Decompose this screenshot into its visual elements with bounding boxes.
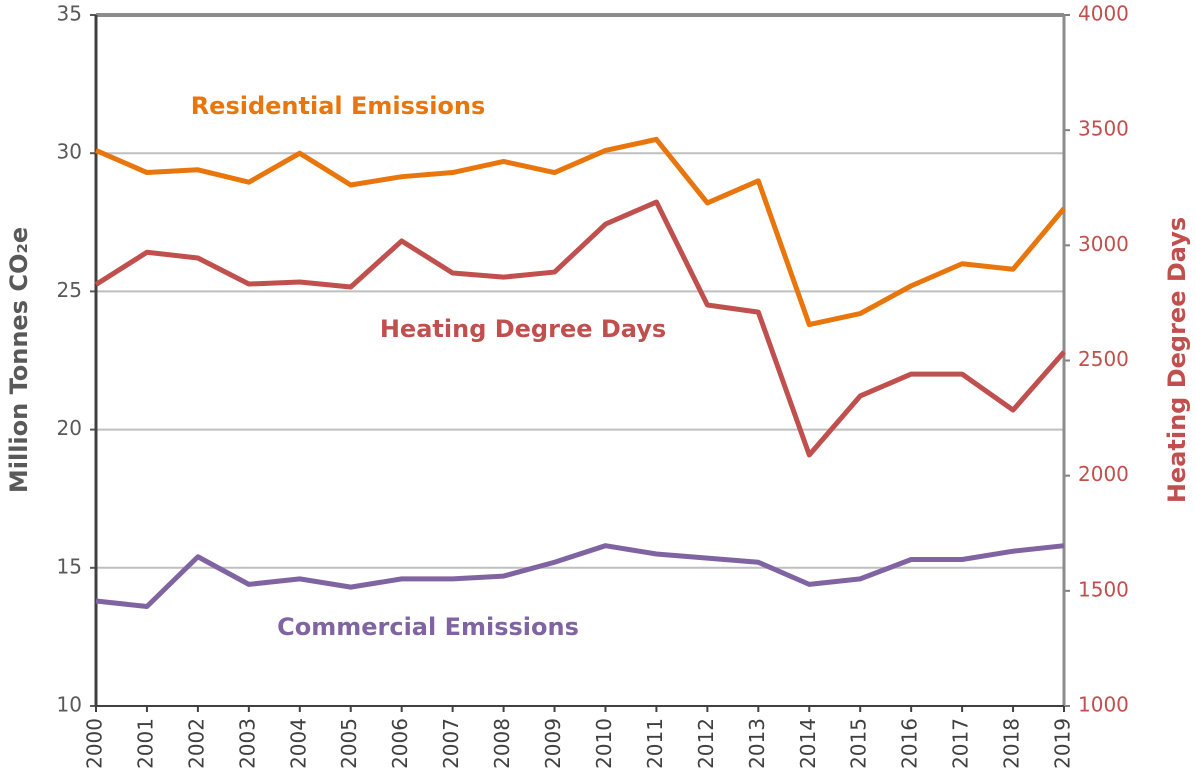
y2-tick-label: 2500	[1078, 347, 1129, 371]
series-label: Commercial Emissions	[277, 613, 579, 641]
y-tick-label: 35	[57, 2, 82, 26]
x-tick-label: 2008	[490, 718, 514, 769]
series-line	[95, 543, 1065, 609]
series-line	[94, 199, 1066, 458]
x-tick-label: 2016	[898, 718, 922, 769]
x-tick-label: 2003	[235, 718, 259, 769]
x-tick-label: 2009	[541, 718, 565, 769]
series-label: Residential Emissions	[191, 92, 486, 120]
x-tick-label: 2004	[286, 718, 310, 769]
x-tick-label: 2010	[592, 718, 616, 769]
x-tick-label: 2001	[133, 718, 157, 769]
y-tick-label: 10	[57, 693, 82, 717]
y2-tick-label: 2000	[1078, 462, 1129, 486]
y-tick-label: 15	[57, 554, 82, 578]
series-line	[95, 136, 1066, 328]
x-tick-label: 2018	[1000, 718, 1024, 769]
y-tick-label: 30	[57, 140, 82, 164]
y2-axis-title: Heating Degree Days	[1163, 217, 1191, 503]
y-axis-title: Million Tonnes CO₂e	[5, 227, 33, 493]
x-tick-label: 2013	[745, 718, 769, 769]
x-tick-label: 2019	[1051, 718, 1075, 769]
x-tick-label: 2017	[949, 718, 973, 769]
y2-tick-label: 3500	[1078, 117, 1129, 141]
y-tick-label: 25	[57, 278, 82, 302]
x-tick-label: 2006	[388, 718, 412, 769]
x-tick-label: 2007	[439, 718, 463, 769]
series-label: Heating Degree Days	[380, 315, 666, 343]
x-tick-label: 2011	[643, 718, 667, 769]
x-tick-label: 2002	[184, 718, 208, 769]
x-tick-label: 2012	[694, 718, 718, 769]
y2-tick-label: 1000	[1078, 693, 1129, 717]
x-tick-label: 2005	[337, 718, 361, 769]
x-tick-label: 2014	[796, 718, 820, 769]
y2-tick-label: 3000	[1078, 232, 1129, 256]
x-tick-label: 2000	[83, 718, 107, 769]
y2-tick-label: 1500	[1078, 577, 1129, 601]
x-tick-label: 2015	[847, 718, 871, 769]
y-tick-label: 20	[57, 416, 82, 440]
y2-tick-label: 4000	[1078, 2, 1129, 26]
